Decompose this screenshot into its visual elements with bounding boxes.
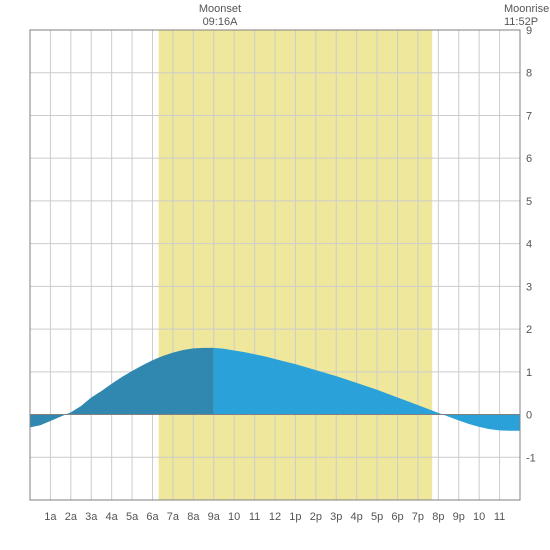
x-tick-label: 2a <box>65 511 78 523</box>
x-tick-label: 11 <box>494 511 505 523</box>
x-tick-label: 11 <box>249 511 260 523</box>
x-tick-label: 8p <box>432 511 444 523</box>
x-tick-label: 7p <box>412 511 424 523</box>
x-tick-label: 3p <box>330 511 342 523</box>
x-tick-label: 4a <box>106 511 119 523</box>
x-tick-label: 3a <box>85 511 98 523</box>
x-tick-label: 1a <box>44 511 57 523</box>
moonrise-title: Moonrise <box>504 3 549 15</box>
chart-container: Moonset 09:16A Moonrise 11:52P -10123456… <box>0 0 550 550</box>
y-tick-label: 7 <box>526 110 532 122</box>
x-tick-label: 4p <box>351 511 363 523</box>
y-tick-label: 2 <box>526 324 532 336</box>
moonset-time: 09:16A <box>203 16 238 28</box>
x-tick-label: 12 <box>269 511 281 523</box>
x-tick-label: 10 <box>473 511 485 523</box>
y-tick-label: 8 <box>526 68 532 80</box>
y-tick-label: 4 <box>526 239 532 251</box>
x-tick-label: 6a <box>146 511 159 523</box>
x-tick-label: 5p <box>371 511 383 523</box>
x-tick-label: 10 <box>228 511 240 523</box>
tide-chart: -101234567891a2a3a4a5a6a7a8a9a1011121p2p… <box>0 0 550 550</box>
y-tick-label: 3 <box>526 281 532 293</box>
moonset-title: Moonset <box>199 3 241 15</box>
y-tick-label: 0 <box>526 410 532 422</box>
moonrise-time: 11:52P <box>504 16 538 28</box>
x-tick-label: 6p <box>391 511 403 523</box>
y-tick-label: -1 <box>526 452 536 464</box>
y-tick-label: 6 <box>526 153 532 165</box>
x-tick-label: 7a <box>167 511 180 523</box>
x-tick-label: 9a <box>208 511 221 523</box>
x-tick-label: 1p <box>289 511 301 523</box>
y-tick-label: 1 <box>526 367 532 379</box>
x-tick-label: 9p <box>453 511 465 523</box>
moonrise-label: Moonrise 11:52P <box>504 3 550 29</box>
x-tick-label: 2p <box>310 511 322 523</box>
x-tick-label: 5a <box>126 511 139 523</box>
x-tick-label: 8a <box>187 511 200 523</box>
moonset-label: Moonset 09:16A <box>180 3 260 29</box>
y-tick-label: 5 <box>526 196 532 208</box>
